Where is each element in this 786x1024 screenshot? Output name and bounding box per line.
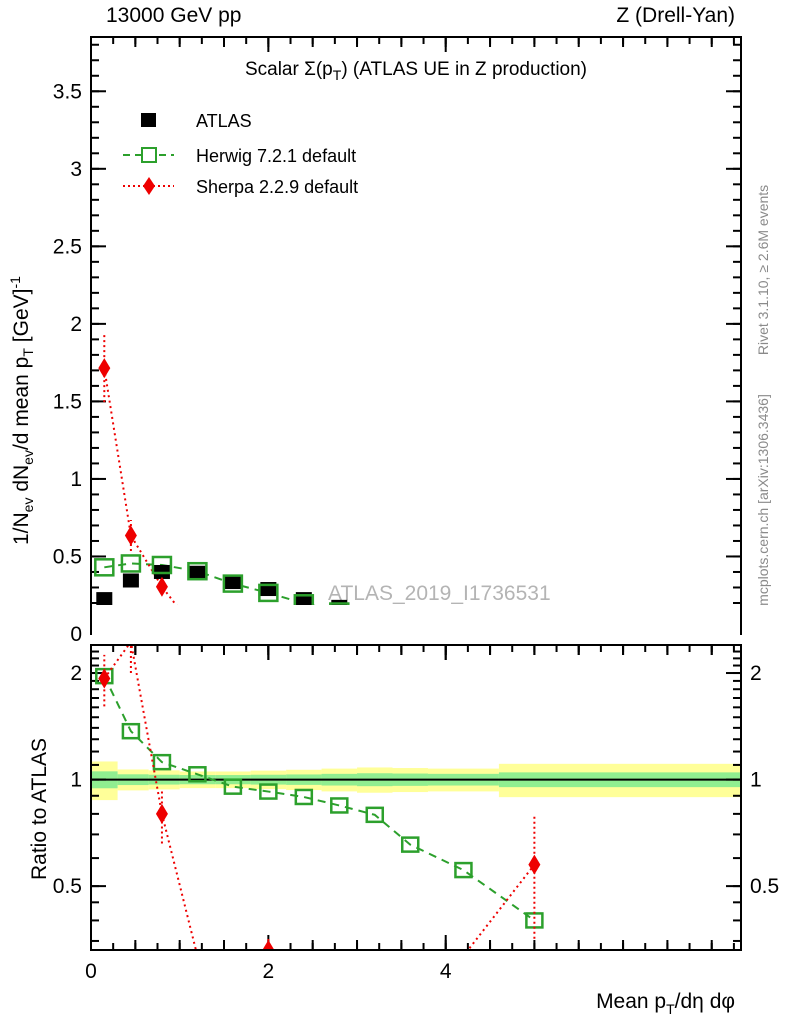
data-point-sherpa [98,358,111,379]
clip-bottom [92,951,740,965]
y-axis-tick-label: 1.5 [53,390,82,413]
ratio-y-tick-label: 2 [70,662,82,685]
ratio-point-sherpa [528,854,541,875]
ratio-point-herwig [121,722,141,740]
ratio-point-herwig [294,788,314,806]
data-point-herwig [120,554,142,573]
watermark-group: ATLAS_2019_I1736531 ATLAS Herwig 7.2.1 def… [28,111,779,1017]
y-axis-tick-label: 1 [70,468,82,491]
data-point-atlas [189,565,206,580]
rivet-version-text: Rivet 3.1.10, ≥ 2.6M events [755,185,771,355]
side-annotations: Rivet 3.1.10, ≥ 2.6M events mcplots.cern.… [755,185,771,606]
header-energy: 13000 GeV pp [106,4,241,27]
ratio-y-tick-label-right: 1 [750,769,762,792]
ratio-y-axis-title: Ratio to ATLAS 0 2 4 Mean pT/dη dφ Rivet 3.1.… [28,185,771,1017]
ratio-point-herwig [152,753,172,771]
data-point-atlas [224,575,241,590]
ratio-point-herwig [259,783,278,800]
legend-marker-herwig [141,147,157,163]
main-plot-frame [90,36,742,635]
data-point-atlas [96,592,113,607]
main-markers-sherpa: 0.5 0.5 1 1 2 2 Ratio to ATLAS 0 2 4 Mean pT/dη dφ… [28,185,779,1017]
legend-label-herwig: Herwig 7.2.1 default [196,146,356,166]
ratio-y-tick-label-right: 0.5 [750,875,779,898]
clip-top [92,605,740,645]
plot-title: Scalar Σ(pT) (ATLAS UE in Z production) A… [28,59,779,1017]
ratio-point-sherpa [155,803,168,824]
ratio-uncertainty-band-outer: 0.5 0.5 1 1 2 2 Ratio to ATLAS 0 2 4 Mean pT/dη dφ… [28,185,779,1017]
data-point-herwig [151,555,173,575]
main-series-herwig: 0.5 0.5 1 1 2 2 Ratio to ATLAS 0 2 4 Mean pT/dη dφ… [28,185,779,1017]
data-point-sherpa [124,525,137,546]
legend: ATLAS Herwig 7.2.1 default Sherpa 2.2.9 de… [28,111,779,1017]
ratio-panel: 0.5 0.5 1 1 2 2 Ratio to ATLAS 0 2 4 Mean pT/dη dφ… [28,185,779,1017]
ratio-uncertainty-band-inner: 0.5 0.5 1 1 2 2 Ratio to ATLAS 0 2 4 Mean pT/dη dφ… [28,185,779,1017]
mcplots-source-text: mcplots.cern.ch [arXiv:1306.3436] [755,394,771,606]
x-axis-title: Mean pT/dη dφ [596,990,735,1017]
ratio-y-axis-title-text: Ratio to ATLAS [28,738,51,880]
data-point-herwig [258,583,279,603]
ratio-point-herwig [223,778,243,795]
legend-marker-atlas [141,113,156,127]
header-process: Z (Drell-Yan) [616,4,735,27]
data-point-herwig [187,561,208,581]
ratio-clip-mask: 0 2 4 Mean pT/dη dφ Rivet 3.1.10, ≥ 2.6M eve… [85,185,771,1017]
ratio-point-herwig [400,836,420,853]
y-axis-tick-label: 0 [70,623,82,646]
data-point-herwig [222,574,244,593]
ratio-point-herwig [188,766,207,783]
ratio-unity-line: 0.5 0.5 1 1 2 2 Ratio to ATLAS 0 2 4 Mean pT/dη dφ… [28,185,779,1017]
ratio-point-sherpa [98,668,111,689]
main-markers-herwig: 0.5 0.5 1 1 2 2 Ratio to ATLAS 0 2 4 Mean pT/dη dφ… [28,185,779,1017]
ratio-point-herwig [365,806,385,824]
data-point-herwig [94,558,115,577]
data-point-atlas [122,573,139,588]
main-series-sherpa: 0.5 0.5 1 1 2 2 Ratio to ATLAS 0 2 4 Mean pT/dη dφ… [28,185,779,1017]
ratio-y-tick-label-right: 2 [750,662,762,685]
legend-label-sherpa: Sherpa 2.2.9 default [196,177,358,197]
plot-title-text: Scalar Σ(pT) (ATLAS UE in Z production) [245,59,587,83]
ratio-frame-restroke [90,644,742,951]
legend-label-atlas: ATLAS [196,111,252,131]
ratio-point-herwig [454,861,473,879]
x-axis-tick-label: 0 [85,960,97,983]
y-axis-tick-label: 3 [70,158,82,181]
header-row: 13000 GeV pp Z (Drell-Yan) 0 0.5 1 1.5 2 2.5 3 3.… [7,4,779,1017]
x-axis-tick-label: 4 [440,960,452,983]
y-axis-tick-label: 3.5 [53,80,82,103]
main-axis-ticks: 00.511.522.533.51/Nev dNev/d mean pT [Ge… [7,37,779,1017]
main-series-atlas: 0.5 0.5 1 1 2 2 Ratio to ATLAS 0 2 4 Mean pT/dη dφ… [28,185,779,1017]
ratio-series-herwig: 0 2 4 Mean pT/dη dφ Rivet 3.1.10, ≥ 2.6M eve… [85,185,771,1017]
dataset-watermark: ATLAS_2019_I1736531 [328,582,551,605]
y-axis-tick-label: 2.5 [53,235,82,258]
data-point-sherpa [155,576,168,597]
x-axis-labels: 0 2 4 Mean pT/dη dφ Rivet 3.1.10, ≥ 2.6M eve… [85,185,771,1017]
ratio-y-tick-label: 0.5 [53,875,82,898]
main-panel: 00.511.522.533.51/Nev dNev/d mean pT [Ge… [7,36,779,1017]
main-y-tick-labels: 00.511.522.533.51/Nev dNev/d mean pT [Ge… [7,59,779,1017]
ratio-series-sherpa: 0 2 4 Mean pT/dη dφ Rivet 3.1.10, ≥ 2.6M eve… [85,185,771,1017]
y-axis-tick-label: 0.5 [53,545,82,568]
x-axis-tick-label: 2 [263,960,275,983]
legend-marker-sherpa [143,177,155,195]
ratio-y-tick-labels: 0.5 0.5 1 1 2 2 Ratio to ATLAS 0 2 4 Mean pT/dη dφ… [28,185,779,1017]
y-axis-tick-label: 2 [70,313,82,336]
ratio-point-herwig [330,797,349,814]
ratio-plot-frame [90,644,742,951]
ratio-y-tick-label: 1 [70,769,82,792]
y-axis-title: 1/Nev dNev/d mean pT [GeV]-1 [7,276,36,545]
ratio-axis-ticks: 0.5 0.5 1 1 2 2 Ratio to ATLAS 0 2 4 Mean pT/dη dφ… [28,185,779,1017]
